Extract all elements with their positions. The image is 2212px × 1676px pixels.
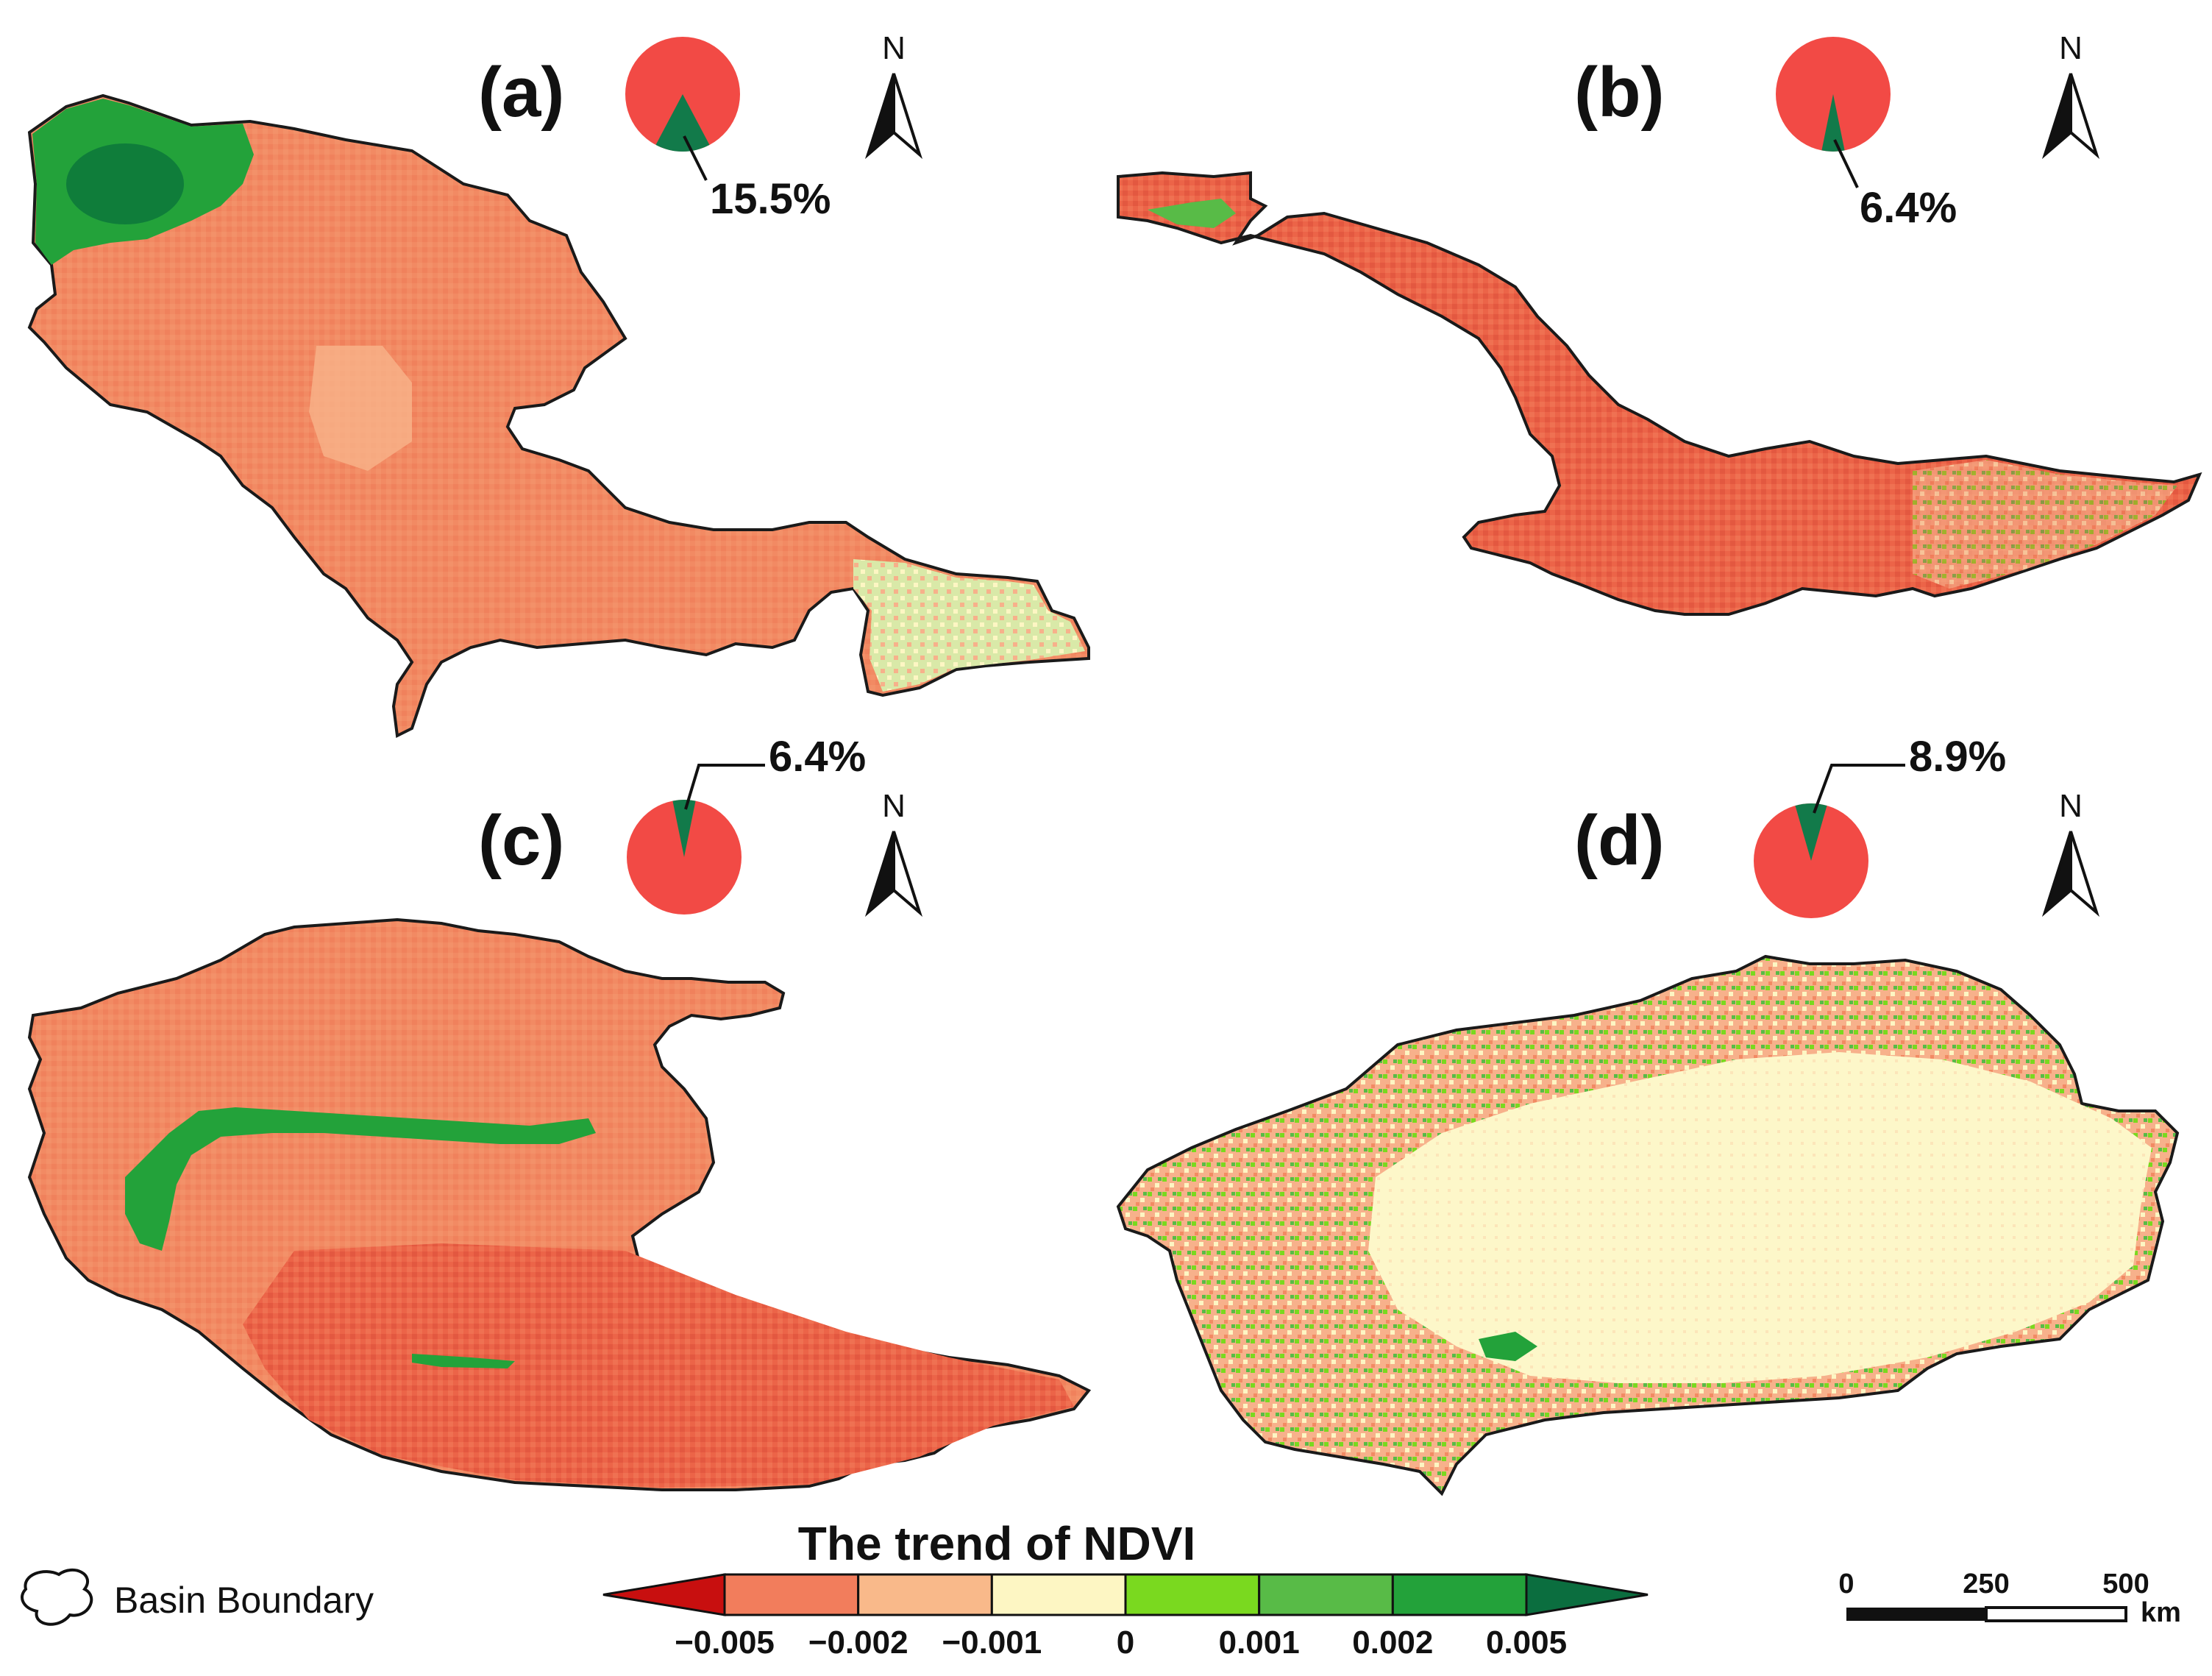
north-arrow-c-label: N [882,788,906,824]
legend-swatch-4 [1124,1573,1261,1616]
basin-a-dark-green-core [66,143,184,224]
north-arrow-a-label: N [882,30,906,66]
basin-d-desert-core [1368,1052,2152,1383]
scale-tick-0: 0 [1838,1569,1854,1599]
pie-a-positive-slice [655,94,710,152]
basin-boundary-icon [21,1568,93,1626]
north-arrow-a-icon [892,73,923,160]
pie-chart-a: 15.5% [625,37,831,223]
legend-tick-label: 0.005 [1486,1624,1567,1661]
legend-swatch-2 [857,1573,993,1616]
basin-a-light-patch [309,346,412,471]
panel-c-label: (c) [478,801,564,880]
legend-swatch-arrow-low [602,1573,726,1616]
legend-tick-label: 0.002 [1352,1624,1433,1661]
legend-swatch-1 [723,1573,860,1616]
north-arrow-c-icon [892,831,923,917]
north-arrow-b: N [2041,30,2100,160]
pie-d-positive-slice [1795,803,1827,861]
panel-d: (d) 8.9% N [1116,733,2180,1496]
basin-boundary-label: Basin Boundary [114,1580,374,1621]
pie-d-percent-label: 8.9% [1909,733,2006,781]
legend-swatch-5 [1258,1573,1394,1616]
scale-tick-250: 250 [1963,1569,2009,1599]
pie-c-positive-slice [672,799,696,857]
legend-swatch-6 [1391,1573,1528,1616]
legend-swatch-3 [990,1573,1127,1616]
panel-a-label: (a) [478,53,564,132]
pie-b-percent-label: 6.4% [1860,184,1957,232]
pie-a-leader-line [683,135,708,181]
legend-swatch-arrow-high [1525,1573,1649,1616]
scale-bar: 0 250 500 km [1838,1569,2180,1628]
pie-b-leader-line [1833,139,1859,188]
scale-bar-black-segment [1846,1608,1986,1621]
north-arrow-b-label: N [2059,30,2083,66]
basin-a-pale-region [853,559,1085,692]
legend-colorbar [602,1573,1649,1616]
basin-b-mixed-east [1913,460,2177,589]
basin-b-green-patch [1148,199,1236,228]
legend-title: The trend of NDVI [798,1517,1195,1570]
basin-c-south-green-streak [412,1354,515,1368]
north-arrow-d: N [2041,788,2100,917]
basin-a-map [27,93,1090,739]
pie-chart-c: 6.4% [627,733,866,915]
pie-chart-b: 6.4% [1776,37,1957,232]
pie-a-percent-label: 15.5% [710,175,831,223]
north-arrow-d-label: N [2059,788,2083,824]
legend-tick-label: −0.005 [675,1624,775,1661]
legend-tick-label: 0.001 [1219,1624,1300,1661]
basin-boundary-legend: Basin Boundary [21,1568,374,1626]
basin-c-south-red [243,1243,1074,1488]
north-arrow-b-icon [2069,73,2100,160]
panel-b-label: (b) [1574,53,1665,132]
panel-b: (b) 6.4% N [1117,30,2202,616]
scale-unit-label: km [2141,1597,2181,1628]
scale-bar-white-segment [1985,1606,2127,1622]
legend-tick-label: −0.002 [808,1624,908,1661]
basin-d-green-patch [1479,1332,1537,1361]
north-arrow-a: N [864,30,923,160]
pie-c-leader-line [684,764,765,810]
pie-d-leader-line [1813,764,1905,814]
north-arrow-c: N [864,788,923,917]
north-arrow-d-icon [2069,831,2100,917]
panel-a: (a) 15.5% N [27,30,1090,739]
panel-c: (c) 6.4% N [27,733,1092,1491]
ndvi-color-legend: The trend of NDVI −0.005 −0.002 −0.001 0 0.0… [602,1517,1649,1661]
panel-d-label: (d) [1574,801,1665,880]
legend-tick-labels: −0.005 −0.002 −0.001 0 0.001 0.002 0.005 [675,1624,1567,1661]
legend-tick-label: −0.001 [942,1624,1042,1661]
pie-b-positive-slice [1821,94,1845,152]
scale-tick-500: 500 [2102,1569,2149,1599]
pie-chart-d: 8.9% [1754,733,2006,918]
pie-c-percent-label: 6.4% [769,733,866,781]
legend-tick-label: 0 [1117,1624,1134,1661]
